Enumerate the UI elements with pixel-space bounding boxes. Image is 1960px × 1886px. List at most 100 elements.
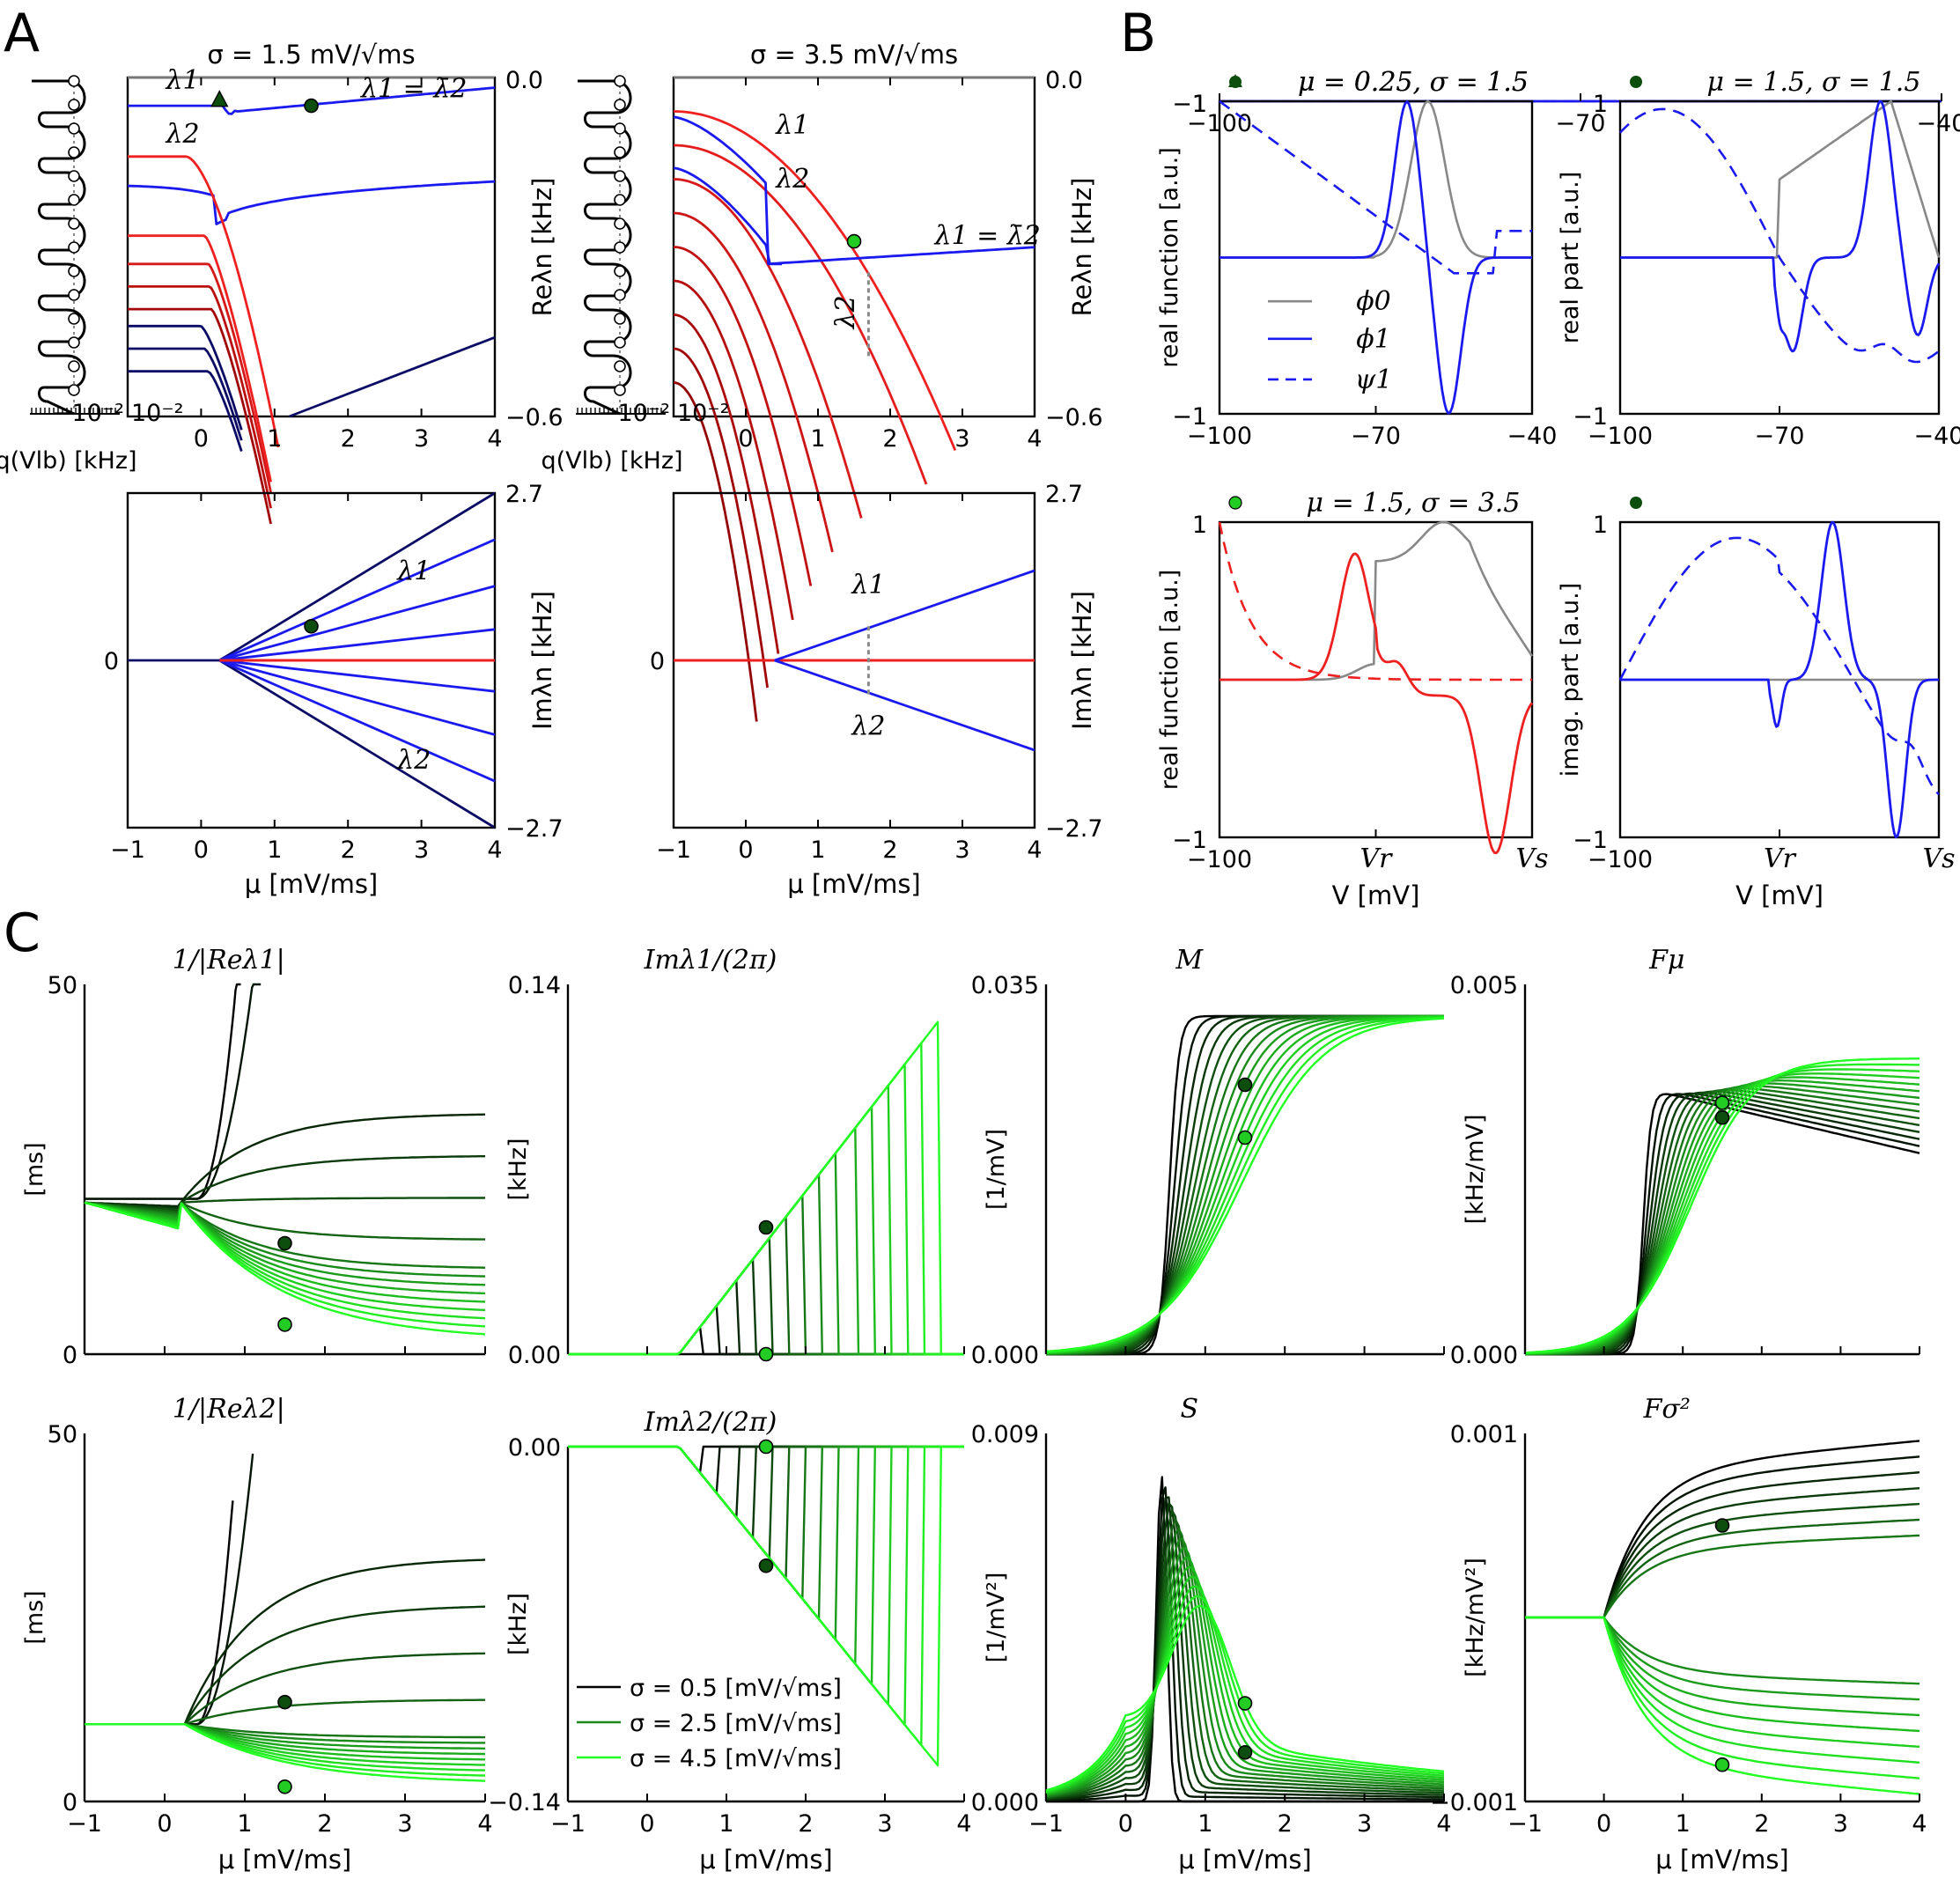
x-tick-label: 3 [397,1810,412,1838]
series-sigma-14 [85,1723,486,1782]
y-tick-label: 1 [1593,512,1608,539]
triangle-marker [210,90,229,107]
data-marker [1237,1077,1253,1093]
x-tick-label: −1 [656,836,691,864]
y-axis-label: real part [a.u.] [1557,172,1584,344]
circle-marker [1630,497,1642,509]
y-tick-label: 0.00 [508,1342,561,1369]
series-sigma-0 [85,1500,234,1726]
y-tick-label: 0 [63,1342,77,1369]
series-sigma-12 [568,1063,964,1356]
series-red-4 [673,246,813,586]
inset-node [68,384,80,396]
inset-node [68,170,80,182]
series-lambda2 [128,155,280,448]
inset-node [68,241,80,254]
series-sigma-6 [568,1194,964,1356]
series-sigma-14 [568,1020,964,1356]
series-im-down [774,659,1035,752]
x-tick-label: 0 [1596,1810,1611,1838]
inset-tick-pos: 10⁻² [131,400,183,427]
circle-marker [304,98,319,114]
panel-title: Imλ1/(2π) [644,945,777,976]
data-marker [277,1779,292,1794]
data-marker [1714,1095,1730,1110]
y-tick-label: −1 [1172,827,1207,854]
series-red-7 [673,347,769,689]
series-sigma-7 [84,1201,486,1278]
series-im-up-2 [218,585,496,662]
panel-title: Fσ² [1643,1394,1691,1425]
y-tick-label: 2.7 [505,481,543,508]
y-tick-label: 0.000 [971,1789,1039,1816]
data-marker [1714,1109,1730,1125]
series-navy-1 [128,347,243,441]
series-blue-2 [127,180,496,225]
x-tick-label: −100 [1588,423,1653,450]
series-phi0 [1219,520,1534,681]
x-tick-label: 3 [414,425,429,453]
series-sigma-4 [1045,1509,1445,1800]
y-axis-label: Reλn [kHz] [1067,178,1097,317]
x-tick-label: −1 [1507,1810,1543,1838]
y-tick-label: 50 [48,972,77,999]
triangle-marker [1228,74,1242,87]
legend-entry: σ = 2.5 [mV/√ms] [630,1710,842,1737]
x-tick-label: 2 [882,836,897,864]
x-tick-label: 1 [267,836,282,864]
x-tick-label: 4 [1027,836,1042,864]
series-red-0 [673,110,957,452]
series-red-1 [128,262,272,493]
series-sigma-5 [1045,1518,1445,1799]
series-im-up-3 [219,628,496,662]
series-blue-b [673,115,782,266]
x-tick-label: 4 [487,425,502,453]
x-tick-label: 3 [877,1810,892,1838]
panel-letter-b: B [1120,3,1156,64]
x-axis-label: μ [mV/ms] [787,869,921,899]
legend-psi1: ψ1 [1355,365,1393,395]
y-axis-label: [kHz] [505,1138,532,1200]
inset-node [614,122,626,135]
y-tick-label: −0.6 [505,404,564,431]
y-tick-label: −0.001 [1430,1789,1518,1816]
series-phi0 [1620,99,1941,259]
inset-node [614,336,626,349]
x-tick-label: 2 [798,1810,813,1838]
inset-node [614,289,626,301]
inset-xlabel: q(Vlb) [kHz] [541,447,682,475]
y-tick-label: 0.000 [971,1342,1039,1369]
series-sigma-8 [84,1201,486,1286]
panel-title: σ = 3.5 mV/√ms [750,40,958,70]
series-psi1 [1619,107,1940,364]
inset-boundary-2 [576,75,666,416]
y-axis-label: real function [a.u.] [1156,570,1183,791]
y-tick-label: −0.14 [488,1789,561,1816]
series-sigma-7 [568,1445,964,1620]
series-sigma-14 [1045,1017,1445,1353]
inset-tick-pos: 10⁻² [677,400,729,427]
x-tick-label: 1 [810,836,825,864]
series-red-0 [128,234,272,483]
data-marker [1714,1757,1730,1772]
y-tick-label: 0.14 [508,972,561,999]
x-tick-label: −70 [1755,423,1805,450]
data-marker [1237,1696,1253,1711]
series-sigma-13 [84,1201,486,1328]
x-tick-label: 4 [1436,1810,1451,1838]
data-marker [277,1235,292,1251]
x-axis-label: μ [mV/ms] [218,1845,352,1875]
series-sigma-12 [84,1201,486,1320]
series-phi1 [1620,520,1939,839]
y-tick-label: 0.0 [505,67,543,94]
x-axis-label: μ [mV/ms] [245,869,379,899]
y-tick-label: 2.7 [1045,481,1083,508]
y-axis-label: [1/mV²] [983,1573,1010,1663]
inset-node [68,336,80,349]
y-tick-label: −2.7 [1045,815,1103,843]
series-sigma-3 [568,1445,964,1539]
series-phi1 [1219,552,1534,855]
data-marker [277,1317,292,1332]
legend-entry: σ = 4.5 [mV/√ms] [630,1745,842,1772]
